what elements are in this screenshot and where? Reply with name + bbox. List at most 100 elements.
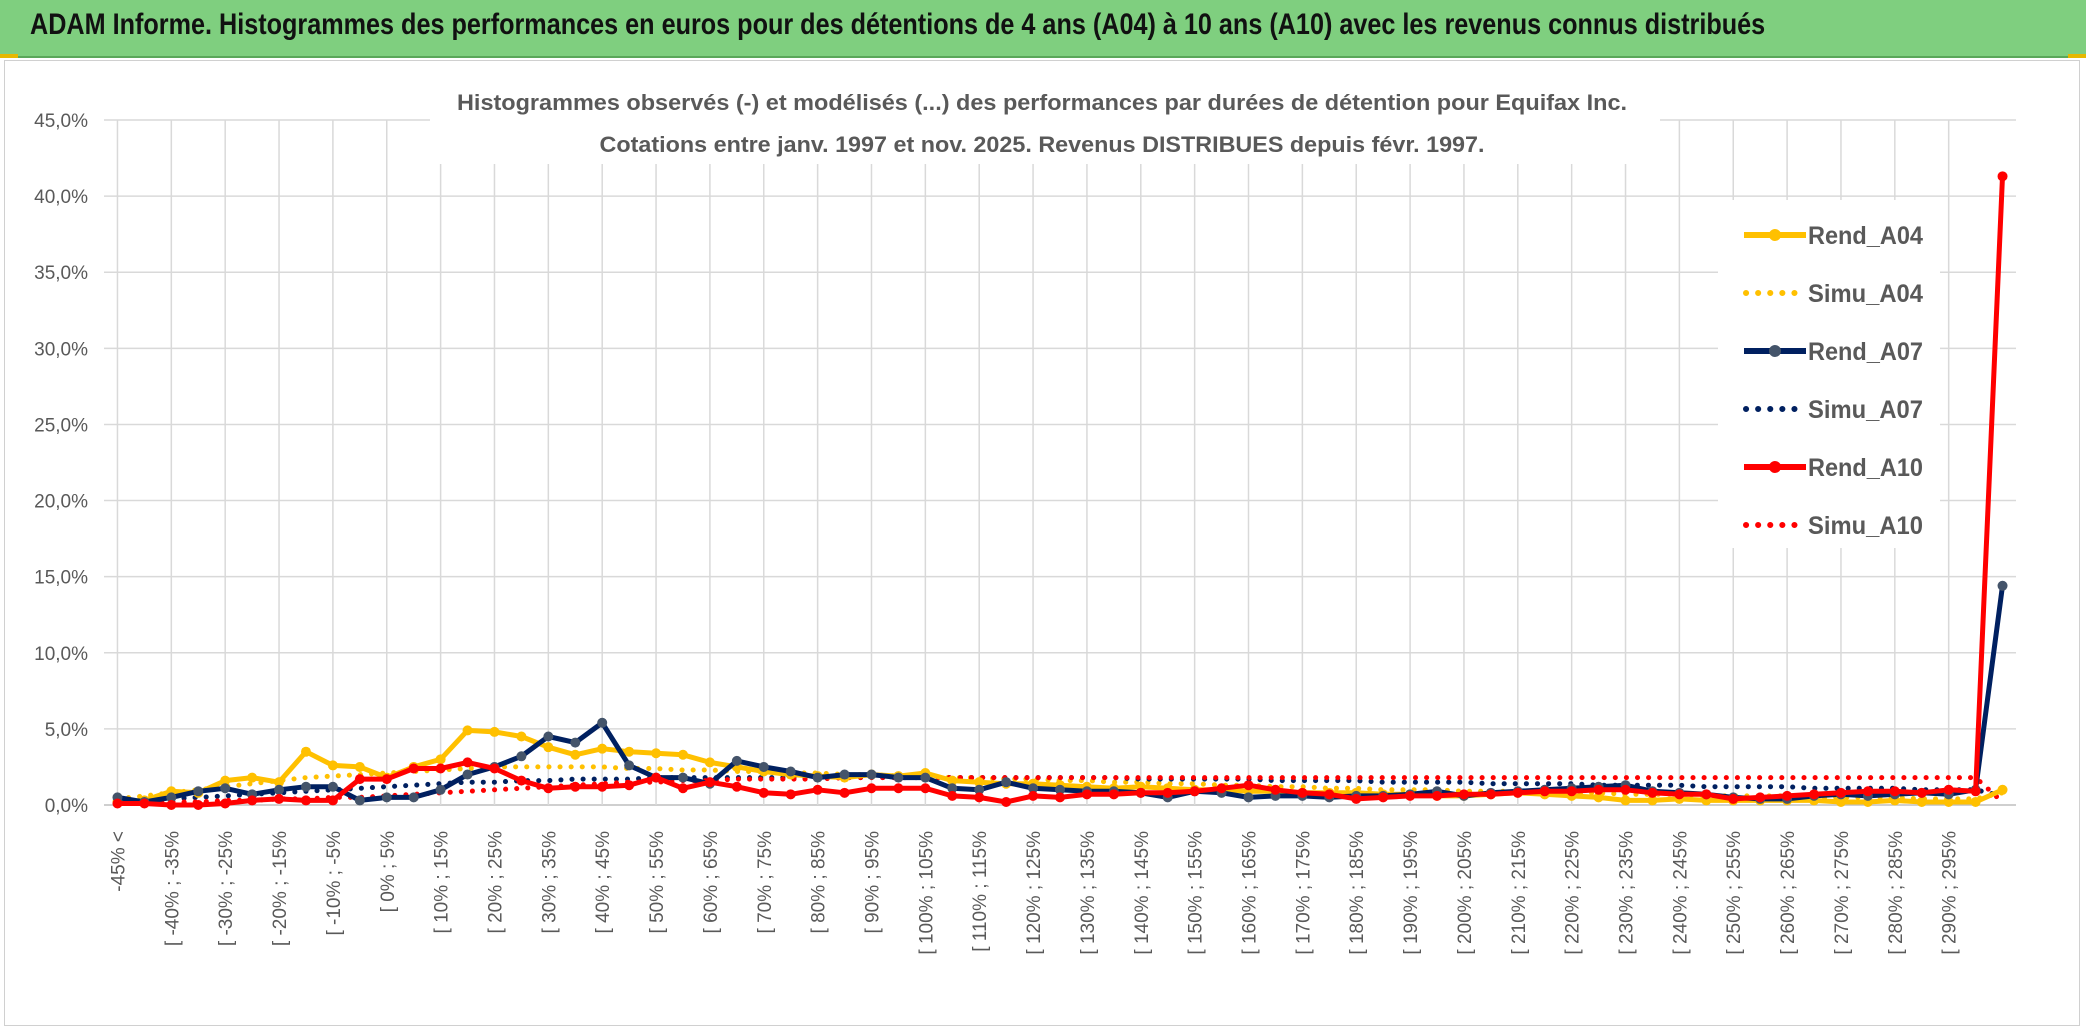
chart-area-border [4, 60, 2080, 1026]
data-point-rend-a10 [1324, 789, 1335, 800]
x-tick-label: [ 10% ; 15% [432, 831, 453, 934]
data-point-rend-a10 [893, 783, 904, 794]
legend-label: Rend_A07 [1808, 338, 1923, 366]
data-point-rend-a10 [1728, 793, 1739, 804]
x-axis-ticks: -45% < [ -40% ; -35% [ -30% ; -25% [ -20% ;… [108, 831, 1960, 955]
data-point-rend-a10 [1755, 792, 1766, 803]
data-point-rend-a07 [839, 769, 850, 780]
x-tick-label: [ 290% ; 295% [1940, 831, 1961, 955]
x-tick-label: [ 80% ; 85% [809, 831, 830, 934]
data-point-rend-a10 [354, 774, 365, 785]
x-tick-label: [ 150% ; 155% [1186, 831, 1207, 955]
data-point-rend-a04 [354, 761, 365, 772]
x-tick-label: [ 30% ; 35% [539, 831, 560, 934]
data-point-rend-a07 [597, 717, 608, 728]
data-point-rend-a10 [1297, 787, 1308, 798]
data-point-rend-a10 [408, 763, 419, 774]
x-tick-label: [ 40% ; 45% [593, 831, 614, 934]
data-point-rend-a07 [543, 731, 554, 742]
data-point-rend-a07 [1243, 792, 1254, 803]
data-point-rend-a07 [327, 781, 338, 792]
data-point-rend-a04 [624, 746, 635, 757]
chart-title-background [430, 76, 1660, 164]
legend-marker [1769, 229, 1781, 241]
data-point-rend-a10 [1593, 784, 1604, 795]
data-point-rend-a04 [274, 777, 285, 788]
y-axis-ticks: 0,0% 5,0% 10,0% 15,0% 20,0% 25,0% 30,0% 35,0% 40… [34, 111, 88, 817]
gridlines [104, 119, 2016, 806]
legend-label: Simu_A04 [1808, 280, 1923, 308]
corner-accent-left [0, 54, 18, 58]
legend-item-rend-a04: Rend_A04 [1744, 222, 1923, 250]
data-point-rend-a10 [1835, 787, 1846, 798]
data-point-rend-a10 [1809, 789, 1820, 800]
data-point-rend-a04 [704, 757, 715, 768]
data-point-rend-a10 [597, 781, 608, 792]
data-point-rend-a10 [1135, 787, 1146, 798]
data-point-rend-a10 [624, 780, 635, 791]
data-point-rend-a04 [435, 754, 446, 765]
data-point-rend-a10 [1782, 790, 1793, 801]
data-point-rend-a10 [1216, 783, 1227, 794]
legend-item-rend-a07: Rend_A07 [1744, 338, 1923, 366]
data-point-rend-a04 [489, 726, 500, 737]
data-point-rend-a10 [651, 772, 662, 783]
data-point-rend-a10 [704, 777, 715, 788]
chart-subtitle: Cotations entre janv. 1997 et nov. 2025.… [600, 132, 1485, 157]
legend-item-simu-a10: Simu_A10 [1743, 512, 1923, 540]
data-point-rend-a04 [1997, 784, 2008, 795]
chart-title-group: Histogrammes observés (-) et modélisés (… [430, 76, 1660, 164]
x-tick-label: [ 230% ; 235% [1617, 831, 1638, 955]
data-point-rend-a10 [1539, 786, 1550, 797]
data-point-rend-a07 [408, 792, 419, 803]
data-point-rend-a10 [1566, 786, 1577, 797]
x-tick-label: [ 130% ; 135% [1078, 831, 1099, 955]
y-tick-label: 45,0% [34, 111, 88, 132]
data-point-rend-a10 [1512, 787, 1523, 798]
legend-marker [1769, 461, 1781, 473]
report-banner: ADAM Informe. Histogrammes des performan… [0, 0, 2086, 58]
data-point-rend-a04 [1835, 796, 1846, 807]
data-point-rend-a07 [812, 772, 823, 783]
data-point-rend-a07 [893, 772, 904, 783]
data-point-rend-a10 [1620, 784, 1631, 795]
x-tick-label: [ 200% ; 205% [1455, 831, 1476, 955]
data-point-rend-a07 [758, 761, 769, 772]
x-tick-label: [ 270% ; 275% [1832, 831, 1853, 955]
data-point-rend-a10 [193, 800, 204, 810]
data-point-rend-a10 [1701, 789, 1712, 800]
data-point-rend-a04 [462, 725, 473, 736]
y-tick-label: 40,0% [34, 187, 88, 208]
data-point-rend-a10 [1889, 786, 1900, 797]
x-tick-label: [ 220% ; 225% [1563, 831, 1584, 955]
data-point-rend-a04 [651, 748, 662, 759]
x-tick-label: [ -40% ; -35% [162, 831, 183, 946]
data-point-rend-a07 [381, 792, 392, 803]
data-point-rend-a10 [785, 789, 796, 800]
x-tick-label: [ 60% ; 65% [701, 831, 722, 934]
data-point-rend-a07 [435, 784, 446, 795]
x-tick-label: [ -30% ; -25% [216, 831, 237, 946]
legend-marker [1769, 345, 1781, 357]
data-point-rend-a07 [193, 786, 204, 797]
x-tick-label: -45% < [108, 831, 129, 892]
data-point-rend-a10 [1916, 787, 1927, 798]
data-point-rend-a04 [516, 731, 527, 742]
x-tick-label: [ 120% ; 125% [1024, 831, 1045, 955]
data-point-rend-a04 [1593, 792, 1604, 803]
data-point-rend-a10 [300, 795, 311, 806]
data-point-rend-a10 [112, 798, 123, 809]
data-point-rend-a10 [947, 790, 958, 801]
series-simu-a10 [115, 775, 2005, 806]
x-tick-label: [ 170% ; 175% [1293, 831, 1314, 955]
data-point-rend-a04 [974, 777, 985, 788]
data-point-rend-a10 [812, 784, 823, 795]
data-point-rend-a04 [677, 749, 688, 760]
x-tick-label: [ -10% ; -5% [324, 831, 345, 936]
y-tick-label: 30,0% [34, 339, 88, 360]
data-point-rend-a04 [247, 772, 258, 783]
data-point-rend-a10 [1243, 780, 1254, 791]
data-point-rend-a04 [1620, 795, 1631, 806]
legend-background [1718, 200, 1940, 548]
